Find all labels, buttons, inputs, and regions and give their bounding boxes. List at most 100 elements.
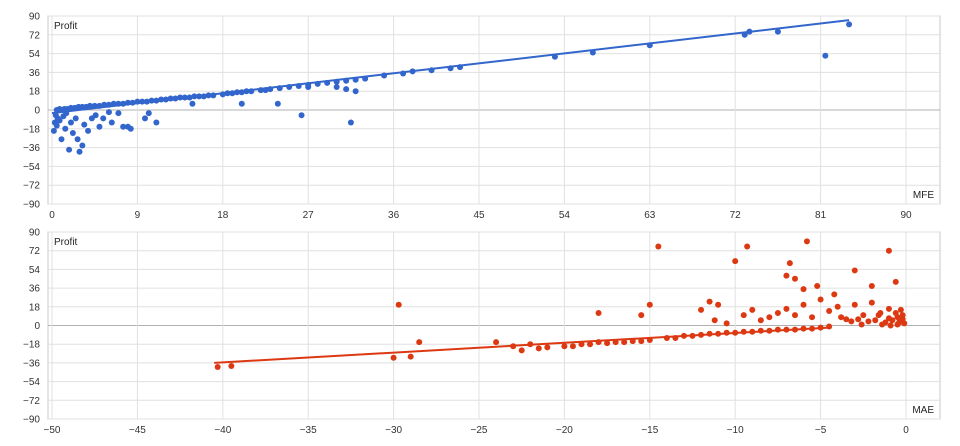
data-point bbox=[153, 119, 160, 126]
trend-line bbox=[51, 19, 850, 115]
y-tick-label: 90 bbox=[29, 12, 41, 23]
data-point bbox=[100, 115, 107, 122]
x-tick-label: −45 bbox=[129, 425, 146, 436]
y-tick-label: −36 bbox=[23, 143, 40, 154]
data-point bbox=[141, 115, 148, 122]
data-point bbox=[85, 127, 92, 134]
data-point bbox=[766, 314, 773, 321]
y-tick-label: 18 bbox=[29, 87, 41, 98]
data-point bbox=[56, 117, 63, 124]
data-point bbox=[814, 283, 821, 290]
y-tick-label: −72 bbox=[23, 396, 40, 407]
x-tick-label: 0 bbox=[903, 425, 909, 436]
x-tick-label: −25 bbox=[471, 425, 488, 436]
y-tick-label: 36 bbox=[29, 284, 41, 295]
data-point bbox=[655, 243, 662, 250]
y-tick-label: −54 bbox=[23, 162, 40, 173]
x-tick-label: −5 bbox=[815, 425, 827, 436]
y-tick-label: 0 bbox=[34, 106, 40, 117]
data-point bbox=[851, 301, 858, 308]
data-point bbox=[868, 299, 875, 306]
data-point bbox=[58, 136, 65, 143]
data-point bbox=[855, 316, 862, 323]
data-point bbox=[800, 286, 807, 293]
data-point bbox=[544, 344, 551, 351]
data-point bbox=[646, 301, 653, 308]
data-point bbox=[66, 146, 73, 153]
data-point bbox=[791, 275, 798, 282]
data-point bbox=[872, 317, 879, 324]
x-tick-label: −20 bbox=[556, 425, 573, 436]
data-point bbox=[108, 119, 115, 126]
data-point bbox=[786, 260, 793, 267]
data-point bbox=[809, 314, 816, 321]
data-point bbox=[897, 306, 904, 313]
y-tick-label: 72 bbox=[29, 30, 41, 41]
x-tick-label: −10 bbox=[727, 425, 744, 436]
data-point bbox=[67, 119, 74, 126]
data-point bbox=[744, 243, 751, 250]
y-tick-label: 90 bbox=[29, 228, 41, 239]
data-point bbox=[333, 84, 340, 91]
data-point bbox=[518, 347, 525, 354]
y-tick-label: 72 bbox=[29, 246, 41, 257]
data-point bbox=[120, 123, 127, 130]
data-point bbox=[892, 310, 899, 317]
x-tick-label: 27 bbox=[303, 210, 315, 221]
data-point bbox=[493, 339, 500, 346]
data-point bbox=[390, 354, 397, 361]
data-point bbox=[860, 312, 867, 319]
data-point bbox=[774, 28, 781, 35]
y-tick-label: 54 bbox=[29, 49, 41, 60]
data-point bbox=[885, 315, 892, 322]
data-point bbox=[53, 122, 60, 129]
data-point bbox=[879, 321, 886, 328]
data-point bbox=[740, 312, 747, 319]
data-point bbox=[587, 341, 594, 348]
y-tick-label: −90 bbox=[23, 415, 40, 426]
data-point bbox=[416, 339, 423, 346]
data-point bbox=[395, 301, 402, 308]
data-point bbox=[604, 340, 611, 347]
data-point bbox=[783, 272, 790, 279]
data-point bbox=[50, 127, 57, 134]
data-point bbox=[81, 121, 88, 128]
data-point bbox=[214, 364, 221, 371]
x-tick-label: 18 bbox=[217, 210, 229, 221]
data-point bbox=[638, 338, 645, 345]
data-point bbox=[228, 363, 235, 370]
data-point bbox=[115, 110, 122, 117]
y-tick-label: −90 bbox=[23, 200, 40, 211]
data-point bbox=[79, 142, 86, 149]
data-point bbox=[817, 296, 824, 303]
y-tick-label: 0 bbox=[34, 321, 40, 332]
y-axis-label: Profit bbox=[54, 21, 78, 32]
chart-panel-1: 90 72 54 36 18 0 −18 −36 −54 −72 −90 0 9 18 27 36 45 54 63… bbox=[23, 12, 941, 221]
data-point bbox=[127, 125, 134, 132]
data-point bbox=[569, 343, 576, 350]
data-point bbox=[698, 306, 705, 313]
data-point bbox=[732, 258, 739, 265]
y-axis-label: Profit bbox=[54, 237, 78, 248]
data-point bbox=[834, 303, 841, 310]
data-point bbox=[621, 339, 628, 346]
data-point bbox=[885, 305, 892, 312]
data-point bbox=[69, 129, 76, 136]
data-point bbox=[838, 314, 845, 321]
data-point bbox=[238, 100, 245, 107]
y-tick-label: −54 bbox=[23, 377, 40, 388]
data-point bbox=[92, 112, 99, 119]
data-point bbox=[868, 283, 875, 290]
x-tick-label: 72 bbox=[730, 210, 742, 221]
x-tick-label: 36 bbox=[388, 210, 400, 221]
x-tick-label: 9 bbox=[135, 210, 141, 221]
y-tick-label: 36 bbox=[29, 68, 41, 79]
data-point bbox=[561, 343, 568, 350]
data-point bbox=[715, 301, 722, 308]
trend-line bbox=[214, 326, 830, 364]
data-point bbox=[298, 112, 305, 119]
data-point bbox=[105, 109, 112, 116]
data-point bbox=[791, 312, 798, 319]
data-point bbox=[343, 86, 350, 93]
